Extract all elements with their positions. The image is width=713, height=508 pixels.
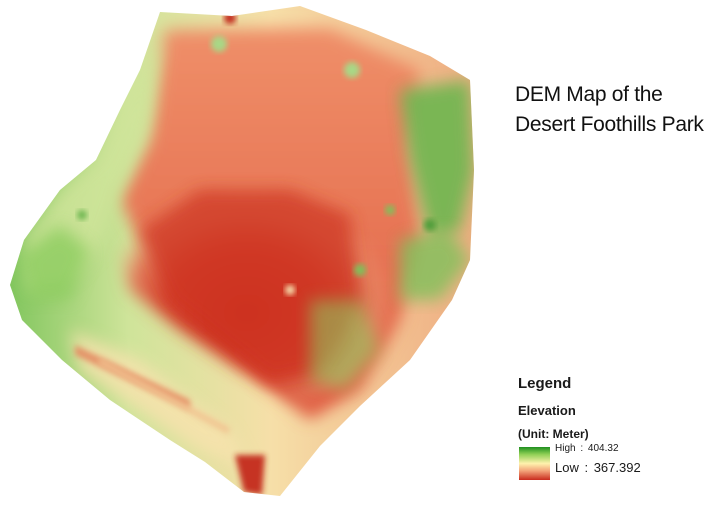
legend-low-row: Low : 367.392 — [555, 460, 641, 475]
legend-low-value: 367.392 — [593, 460, 641, 475]
elevation-gradient-swatch — [519, 447, 550, 480]
legend-heading: Legend — [518, 375, 572, 392]
map-title: DEM Map of the Desert Foothills Park — [515, 80, 705, 140]
legend-field-label: Elevation — [518, 403, 576, 418]
legend-high-row: High : 404.32 — [555, 443, 619, 454]
legend-unit-label: (Unit: Meter) — [518, 427, 589, 441]
legend: Legend Elevation (Unit: Meter) High : 40… — [516, 373, 706, 493]
legend-high-label: High — [555, 443, 576, 454]
legend-low-label: Low — [555, 460, 579, 475]
legend-high-value: 404.32 — [587, 443, 619, 454]
map-title-line-2: Desert Foothills Park — [515, 113, 704, 136]
map-title-line-1: DEM Map of the — [515, 83, 663, 106]
